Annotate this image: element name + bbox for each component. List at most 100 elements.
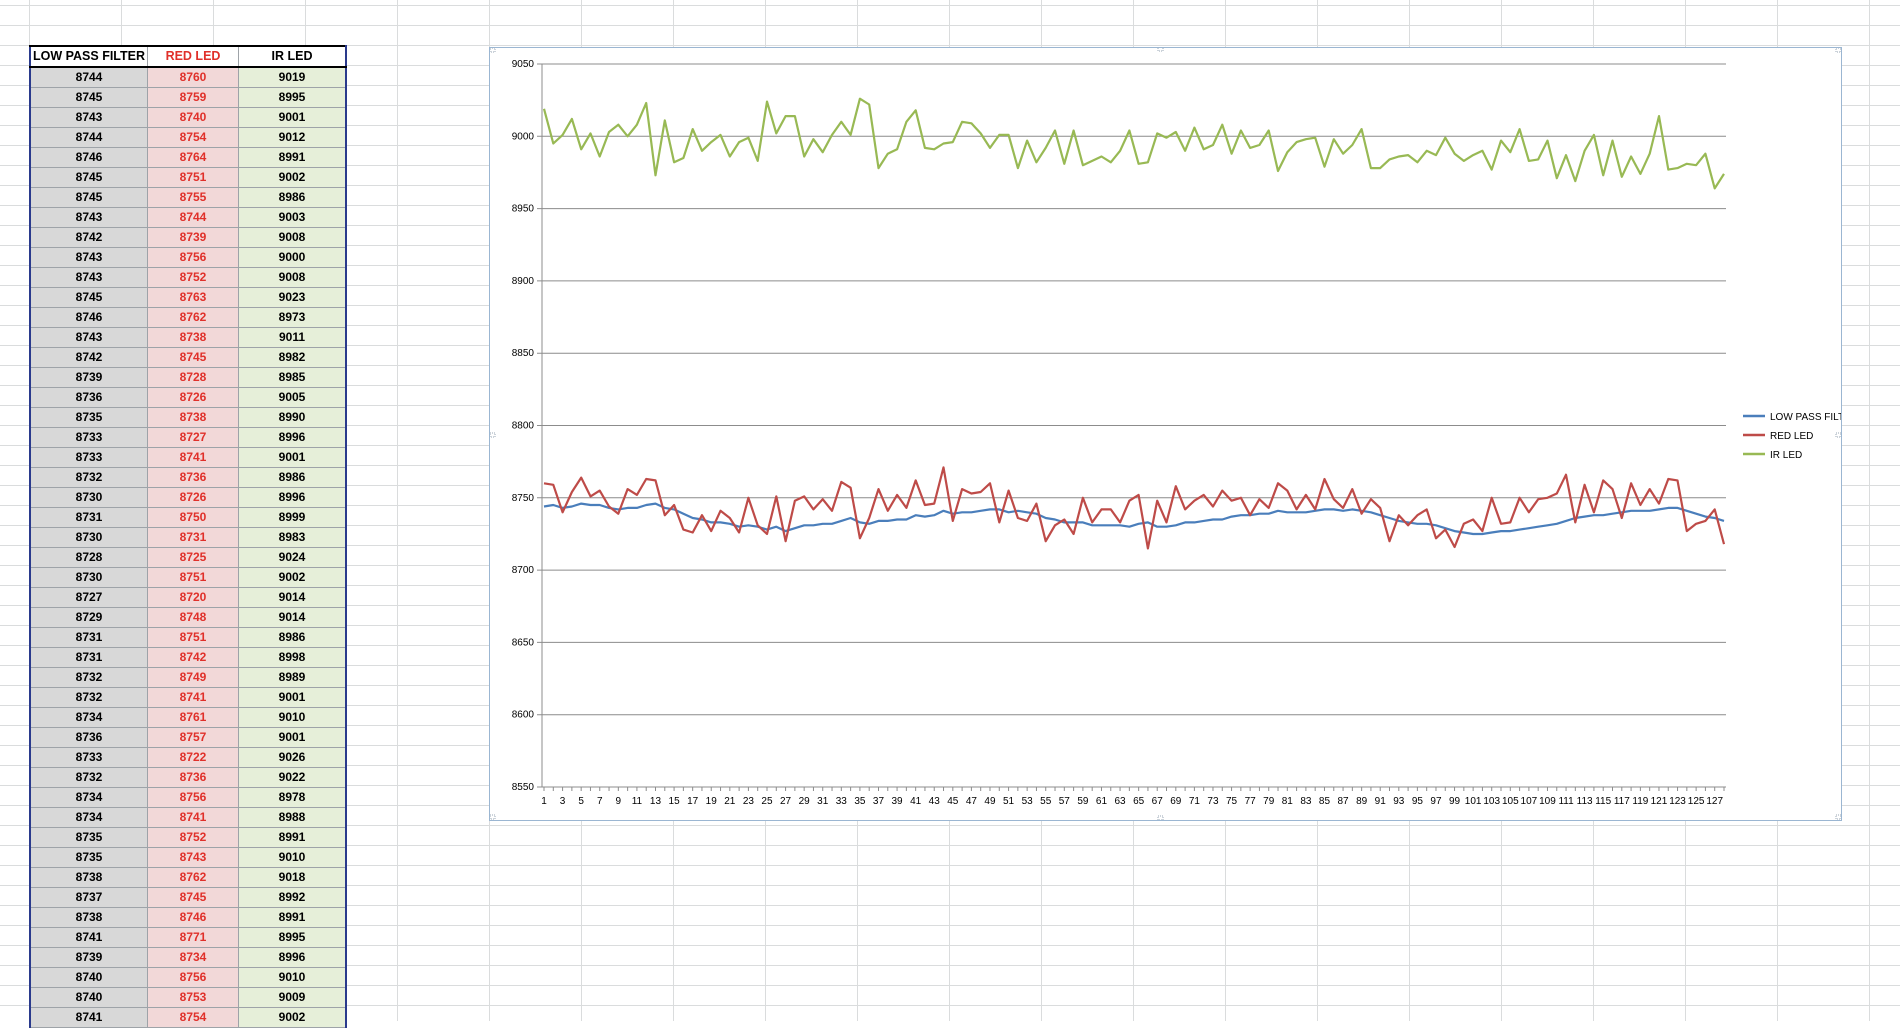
low-pass-filter-cell[interactable]: 8743	[29, 247, 148, 268]
low-pass-filter-cell[interactable]: 8735	[29, 407, 148, 428]
red-led-cell[interactable]: 8727	[147, 427, 239, 448]
low-pass-filter-cell[interactable]: 8739	[29, 947, 148, 968]
column-header-low-pass-filter[interactable]: LOW PASS FILTER	[29, 45, 148, 68]
red-led-cell[interactable]: 8764	[147, 147, 239, 168]
red-led-cell[interactable]: 8741	[147, 687, 239, 708]
ir-led-cell[interactable]: 9008	[238, 227, 347, 248]
ir-led-cell[interactable]: 8989	[238, 667, 347, 688]
ir-led-cell[interactable]: 9008	[238, 267, 347, 288]
low-pass-filter-cell[interactable]: 8733	[29, 427, 148, 448]
ir-led-cell[interactable]: 9005	[238, 387, 347, 408]
red-led-cell[interactable]: 8751	[147, 567, 239, 588]
red-led-cell[interactable]: 8745	[147, 347, 239, 368]
ir-led-cell[interactable]: 9001	[238, 447, 347, 468]
red-led-cell[interactable]: 8738	[147, 407, 239, 428]
low-pass-filter-cell[interactable]: 8728	[29, 547, 148, 568]
ir-led-cell[interactable]: 8999	[238, 507, 347, 528]
red-led-cell[interactable]: 8725	[147, 547, 239, 568]
low-pass-filter-cell[interactable]: 8731	[29, 507, 148, 528]
ir-led-cell[interactable]: 8986	[238, 627, 347, 648]
ir-led-cell[interactable]: 9014	[238, 587, 347, 608]
ir-led-cell[interactable]: 9002	[238, 567, 347, 588]
low-pass-filter-cell[interactable]: 8744	[29, 127, 148, 148]
low-pass-filter-cell[interactable]: 8743	[29, 107, 148, 128]
low-pass-filter-cell[interactable]: 8730	[29, 567, 148, 588]
low-pass-filter-cell[interactable]: 8732	[29, 767, 148, 788]
red-led-cell[interactable]: 8744	[147, 207, 239, 228]
red-led-cell[interactable]: 8726	[147, 387, 239, 408]
red-led-cell[interactable]: 8757	[147, 727, 239, 748]
low-pass-filter-cell[interactable]: 8730	[29, 527, 148, 548]
ir-led-cell[interactable]: 9009	[238, 987, 347, 1008]
ir-led-cell[interactable]: 9026	[238, 747, 347, 768]
low-pass-filter-cell[interactable]: 8739	[29, 367, 148, 388]
ir-led-cell[interactable]: 9014	[238, 607, 347, 628]
red-led-cell[interactable]: 8762	[147, 867, 239, 888]
ir-led-cell[interactable]: 8985	[238, 367, 347, 388]
red-led-cell[interactable]: 8760	[147, 66, 239, 88]
chart-area[interactable]: 8550 8600 8650 8700 8750 8800 8850 8900 8950 9000…	[489, 47, 1842, 821]
ir-led-cell[interactable]: 9001	[238, 727, 347, 748]
low-pass-filter-cell[interactable]: 8735	[29, 847, 148, 868]
low-pass-filter-cell[interactable]: 8740	[29, 987, 148, 1008]
red-led-cell[interactable]: 8728	[147, 367, 239, 388]
low-pass-filter-cell[interactable]: 8736	[29, 727, 148, 748]
low-pass-filter-cell[interactable]: 8732	[29, 667, 148, 688]
red-led-cell[interactable]: 8752	[147, 267, 239, 288]
low-pass-filter-cell[interactable]: 8745	[29, 187, 148, 208]
ir-led-cell[interactable]: 9001	[238, 687, 347, 708]
low-pass-filter-cell[interactable]: 8737	[29, 887, 148, 908]
low-pass-filter-cell[interactable]: 8731	[29, 627, 148, 648]
low-pass-filter-cell[interactable]: 8742	[29, 227, 148, 248]
ir-led-cell[interactable]: 8996	[238, 947, 347, 968]
low-pass-filter-cell[interactable]: 8746	[29, 307, 148, 328]
ir-led-cell[interactable]: 8986	[238, 467, 347, 488]
red-led-cell[interactable]: 8771	[147, 927, 239, 948]
ir-led-cell[interactable]: 8988	[238, 807, 347, 828]
low-pass-filter-cell[interactable]: 8727	[29, 587, 148, 608]
low-pass-filter-cell[interactable]: 8743	[29, 327, 148, 348]
ir-led-cell[interactable]: 9002	[238, 1007, 347, 1028]
low-pass-filter-cell[interactable]: 8733	[29, 747, 148, 768]
ir-led-cell[interactable]: 9019	[238, 66, 347, 88]
red-led-cell[interactable]: 8762	[147, 307, 239, 328]
ir-led-cell[interactable]: 9002	[238, 167, 347, 188]
ir-led-cell[interactable]: 8978	[238, 787, 347, 808]
ir-led-cell[interactable]: 9001	[238, 107, 347, 128]
ir-led-cell[interactable]: 8996	[238, 427, 347, 448]
ir-led-cell[interactable]: 8982	[238, 347, 347, 368]
ir-led-cell[interactable]: 8983	[238, 527, 347, 548]
low-pass-filter-cell[interactable]: 8734	[29, 787, 148, 808]
ir-led-cell[interactable]: 9010	[238, 847, 347, 868]
red-led-cell[interactable]: 8743	[147, 847, 239, 868]
red-led-cell[interactable]: 8759	[147, 87, 239, 108]
ir-led-cell[interactable]: 9024	[238, 547, 347, 568]
red-led-cell[interactable]: 8761	[147, 707, 239, 728]
low-pass-filter-cell[interactable]: 8738	[29, 867, 148, 888]
low-pass-filter-cell[interactable]: 8743	[29, 267, 148, 288]
low-pass-filter-cell[interactable]: 8730	[29, 487, 148, 508]
low-pass-filter-cell[interactable]: 8741	[29, 927, 148, 948]
red-led-cell[interactable]: 8741	[147, 447, 239, 468]
ir-led-cell[interactable]: 8998	[238, 647, 347, 668]
red-led-cell[interactable]: 8755	[147, 187, 239, 208]
low-pass-filter-cell[interactable]: 8740	[29, 967, 148, 988]
red-led-cell[interactable]: 8756	[147, 967, 239, 988]
column-header-ir-led[interactable]: IR LED	[238, 45, 347, 68]
ir-led-cell[interactable]: 8986	[238, 187, 347, 208]
low-pass-filter-cell[interactable]: 8732	[29, 687, 148, 708]
ir-led-cell[interactable]: 8991	[238, 827, 347, 848]
low-pass-filter-cell[interactable]: 8731	[29, 647, 148, 668]
red-led-cell[interactable]: 8748	[147, 607, 239, 628]
red-led-cell[interactable]: 8763	[147, 287, 239, 308]
red-led-cell[interactable]: 8756	[147, 247, 239, 268]
low-pass-filter-cell[interactable]: 8745	[29, 287, 148, 308]
ir-led-cell[interactable]: 9018	[238, 867, 347, 888]
red-led-cell[interactable]: 8720	[147, 587, 239, 608]
red-led-cell[interactable]: 8731	[147, 527, 239, 548]
low-pass-filter-cell[interactable]: 8746	[29, 147, 148, 168]
red-led-cell[interactable]: 8740	[147, 107, 239, 128]
low-pass-filter-cell[interactable]: 8742	[29, 347, 148, 368]
ir-led-cell[interactable]: 8991	[238, 147, 347, 168]
red-led-cell[interactable]: 8746	[147, 907, 239, 928]
